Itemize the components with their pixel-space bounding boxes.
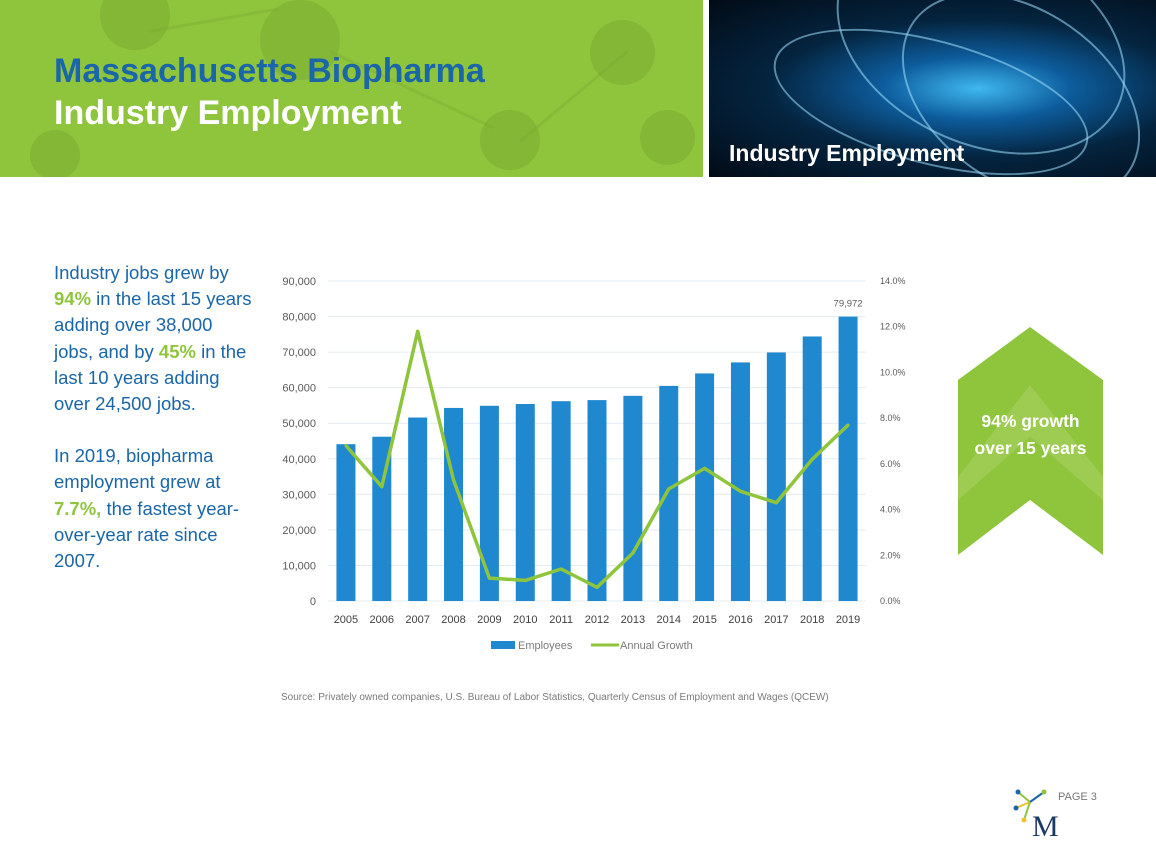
x-tick-label: 2019	[836, 614, 860, 626]
logo-letter: M	[1032, 810, 1059, 838]
bar	[623, 395, 643, 601]
y2-tick-label: 14.0%	[880, 276, 906, 286]
page-number: PAGE 3	[1058, 791, 1097, 803]
y-tick-label: 30,000	[282, 489, 316, 501]
legend-label-growth: Annual Growth	[620, 640, 693, 652]
y-tick-label: 0	[310, 596, 316, 608]
bar	[444, 407, 464, 601]
x-tick-label: 2013	[621, 614, 645, 626]
title-line-1: Massachusetts Biopharma	[54, 52, 485, 90]
bar	[730, 362, 750, 601]
y-tick-label: 60,000	[282, 383, 316, 395]
callout-line-1: 94% growth	[981, 411, 1080, 431]
bar	[479, 405, 499, 601]
callout-line-2: over 15 years	[974, 438, 1087, 458]
growth-point	[344, 444, 348, 448]
growth-point	[523, 578, 527, 582]
growth-chevron	[958, 327, 1103, 555]
y-tick-label: 10,000	[282, 560, 316, 572]
bar	[372, 436, 392, 601]
x-tick-label: 2005	[334, 614, 358, 626]
x-tick-label: 2016	[728, 614, 752, 626]
y2-tick-label: 6.0%	[880, 459, 901, 469]
bar	[659, 385, 679, 601]
y-tick-label: 70,000	[282, 347, 316, 359]
growth-point	[416, 329, 420, 333]
image-caption: Industry Employment	[729, 140, 965, 166]
x-tick-label: 2008	[441, 614, 465, 626]
y2-tick-label: 0.0%	[880, 596, 901, 606]
x-tick-label: 2014	[656, 614, 680, 626]
bar	[408, 417, 428, 601]
y2-tick-label: 8.0%	[880, 413, 901, 423]
bar	[838, 316, 858, 601]
y-tick-label: 50,000	[282, 418, 316, 430]
y2-tick-label: 10.0%	[880, 367, 906, 377]
growth-point	[487, 576, 491, 580]
growth-point	[810, 457, 814, 461]
bar	[587, 400, 607, 601]
page-title: Massachusetts Biopharma Industry Employm…	[54, 50, 485, 134]
bar	[695, 373, 715, 601]
summary-text: Industry jobs grew by 94% in the last 15…	[54, 260, 254, 600]
legend-label-employees: Employees	[518, 640, 573, 652]
source-note: Source: Privately owned companies, U.S. …	[281, 692, 829, 703]
x-tick-label: 2011	[549, 614, 573, 626]
growth-point	[667, 487, 671, 491]
growth-point	[703, 466, 707, 470]
growth-point	[595, 585, 599, 589]
growth-point	[846, 423, 850, 427]
x-tick-label: 2006	[370, 614, 394, 626]
x-tick-label: 2012	[585, 614, 609, 626]
y-tick-label: 40,000	[282, 454, 316, 466]
bar	[802, 336, 822, 601]
header-banner: Massachusetts Biopharma Industry Employm…	[0, 0, 703, 177]
x-tick-label: 2009	[477, 614, 501, 626]
logo-icon: M	[1013, 789, 1059, 838]
bar	[551, 401, 571, 601]
dna-header-image: Industry Employment	[709, 0, 1156, 177]
bar	[766, 352, 786, 601]
growth-point	[380, 485, 384, 489]
x-tick-label: 2017	[764, 614, 788, 626]
title-line-2: Industry Employment	[54, 94, 402, 132]
growth-point	[738, 489, 742, 493]
x-tick-label: 2018	[800, 614, 824, 626]
y-tick-label: 20,000	[282, 525, 316, 537]
growth-point	[559, 567, 563, 571]
summary-paragraph-1: Industry jobs grew by 94% in the last 15…	[54, 262, 252, 415]
x-tick-label: 2015	[692, 614, 716, 626]
y-tick-label: 90,000	[282, 276, 316, 288]
x-tick-label: 2007	[405, 614, 429, 626]
bar	[336, 444, 356, 601]
summary-paragraph-2: In 2019, biopharma employment grew at 7.…	[54, 445, 240, 572]
growth-callout: 94% growth over 15 years	[958, 408, 1103, 462]
y2-tick-label: 12.0%	[880, 322, 906, 332]
growth-point	[452, 478, 456, 482]
bar	[515, 404, 535, 601]
x-tick-label: 2010	[513, 614, 537, 626]
y2-tick-label: 4.0%	[880, 505, 901, 515]
y-tick-label: 80,000	[282, 312, 316, 324]
growth-point	[631, 551, 635, 555]
growth-point	[774, 501, 778, 505]
y2-tick-label: 2.0%	[880, 550, 901, 560]
data-label: 79,972	[834, 299, 863, 310]
legend-swatch-employees	[491, 641, 515, 649]
